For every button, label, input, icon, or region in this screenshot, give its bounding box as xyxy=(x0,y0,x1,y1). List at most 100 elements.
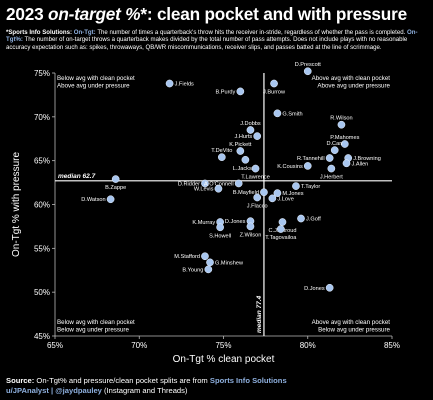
x-tick-label: 85% xyxy=(384,341,400,350)
point-label: D.Jones xyxy=(225,219,246,225)
x-tick-label: 80% xyxy=(300,341,316,350)
point-label: L.Jackson xyxy=(233,166,258,172)
point-label: J.Love xyxy=(277,196,293,202)
data-point xyxy=(236,87,245,96)
point-label: B.Mayfield xyxy=(233,190,259,196)
data-point xyxy=(325,154,334,162)
point-label: J.Hurts xyxy=(234,134,252,140)
point-label: D.Jones xyxy=(304,286,325,292)
data-point xyxy=(273,109,282,118)
data-point xyxy=(273,189,282,197)
data-point xyxy=(278,218,287,226)
point-label: A.O'Connell xyxy=(204,181,234,187)
point-label: J.Browning xyxy=(353,156,381,162)
point-label: T.DeVito xyxy=(211,148,232,154)
source-line: Source: On-Tgt% and pressure/clean pocke… xyxy=(6,376,430,386)
quadrant-label-bottom-right: Above avg with clean pocket xyxy=(312,319,391,326)
point-label: K.Pickett xyxy=(229,142,252,148)
quadrant-label-bottom-right: Below avg under pressure xyxy=(318,327,390,334)
point-label: B.Purdy xyxy=(215,89,235,95)
point-label: G.Minshew xyxy=(215,260,244,266)
note-lead: *Sports Info Solutions: xyxy=(6,29,73,36)
title-metric: on-target % xyxy=(48,4,141,24)
point-label: T.Tagovailoa xyxy=(265,235,297,241)
handles: u/JPAnalyst | @jaydpauley xyxy=(6,386,102,395)
point-label: B.Zappe xyxy=(105,185,126,191)
point-label: J.Burrow xyxy=(263,90,286,96)
data-point xyxy=(236,147,245,155)
data-point xyxy=(330,146,339,154)
data-point xyxy=(204,265,213,274)
handles-note: (Instagram and Threads) xyxy=(104,386,188,395)
scatter-chart: 65% 70% 75% 80% 85% 45% 50% 55% 60% 65% 70% 75% On-T… xyxy=(11,62,400,365)
median-x-label: median 77.4 xyxy=(256,295,263,333)
data-point xyxy=(246,126,255,134)
point-label: K.Cousins xyxy=(277,164,303,170)
data-point xyxy=(297,214,305,223)
y-tick-label: 55% xyxy=(34,244,50,253)
point-label: D.Watson xyxy=(81,197,105,203)
y-axis-title: On-Tgt % with pressure xyxy=(11,152,22,257)
source-text: On-Tgt% and pressure/clean pocket splits… xyxy=(36,376,208,385)
point-label: D.Ridder xyxy=(178,181,200,187)
footer: Source: On-Tgt% and pressure/clean pocke… xyxy=(6,376,430,396)
point-label: D.Prescott xyxy=(295,62,322,68)
title-rest: *: clean pocket and with pressure xyxy=(140,4,407,24)
data-point xyxy=(292,182,300,190)
data-point xyxy=(253,132,262,140)
point-label: G.Smith xyxy=(282,111,302,117)
point-label: J.Dobbs xyxy=(240,121,261,127)
x-tick-label: 65% xyxy=(47,341,63,350)
point-label: J.Goff xyxy=(306,217,321,223)
point-label: P.Mahomes xyxy=(330,135,359,141)
data-point xyxy=(251,164,260,173)
data-point xyxy=(106,195,115,204)
title-year: 2023 xyxy=(6,4,44,24)
y-tick-label: 60% xyxy=(34,201,50,210)
data-point xyxy=(303,67,312,76)
y-tick-label: 45% xyxy=(34,332,50,341)
point-label: J.Herbert xyxy=(320,175,343,181)
data-point xyxy=(217,153,226,162)
note-term-on-tgt-pct: On-Tgt%: xyxy=(6,29,418,44)
x-axis-title: On-Tgt % clean pocket xyxy=(173,354,275,365)
data-point xyxy=(214,184,223,193)
note-term-on-tgt: On-Tgt: xyxy=(73,29,96,36)
data-point xyxy=(165,79,174,88)
point-label: T.Taylor xyxy=(301,184,320,190)
data-point xyxy=(241,155,250,164)
data-point xyxy=(325,283,334,292)
point-label: B.Young xyxy=(182,267,203,273)
y-tick-label: 50% xyxy=(34,288,50,297)
point-label: J.Allen xyxy=(352,161,369,167)
data-point xyxy=(268,194,277,203)
data-point xyxy=(201,252,209,261)
y-tick-label: 75% xyxy=(34,69,50,78)
data-point xyxy=(111,175,120,183)
point-label: S.Howell xyxy=(209,233,231,239)
note-text-on-tgt: The number of times a quarterback's thro… xyxy=(97,29,406,36)
data-point xyxy=(201,179,209,188)
data-point xyxy=(253,193,262,202)
quadrant-label-top-left: Above avg under pressure xyxy=(57,83,130,90)
quadrant-label-bottom-left: Below avg under pressure xyxy=(57,327,129,334)
point-label: D.Carr xyxy=(326,141,343,147)
data-point xyxy=(337,120,346,129)
quadrant-label-bottom-left: Below avg with clean pocket xyxy=(57,319,135,326)
source-name: Sports Info Solutions xyxy=(209,376,287,385)
point-label: J.Fields xyxy=(175,82,194,88)
data-point xyxy=(234,179,243,188)
point-label: R.Tannehill xyxy=(297,156,325,162)
chart-title: 2023 on-target %*: clean pocket and with… xyxy=(6,4,430,25)
data-point xyxy=(342,159,351,168)
point-label: J.Flacco xyxy=(247,203,268,209)
point-label: R.Wilson xyxy=(330,116,352,122)
data-point xyxy=(206,258,214,267)
data-point xyxy=(327,164,336,173)
data-point xyxy=(216,223,224,232)
quadrant-label-top-left: Below avg with clean pocket xyxy=(57,75,135,82)
point-label: K.Murray xyxy=(192,220,215,226)
data-point xyxy=(303,162,312,170)
definition-note: *Sports Info Solutions: On-Tgt: The numb… xyxy=(6,29,427,51)
point-label: T.Lawrence xyxy=(241,175,270,181)
